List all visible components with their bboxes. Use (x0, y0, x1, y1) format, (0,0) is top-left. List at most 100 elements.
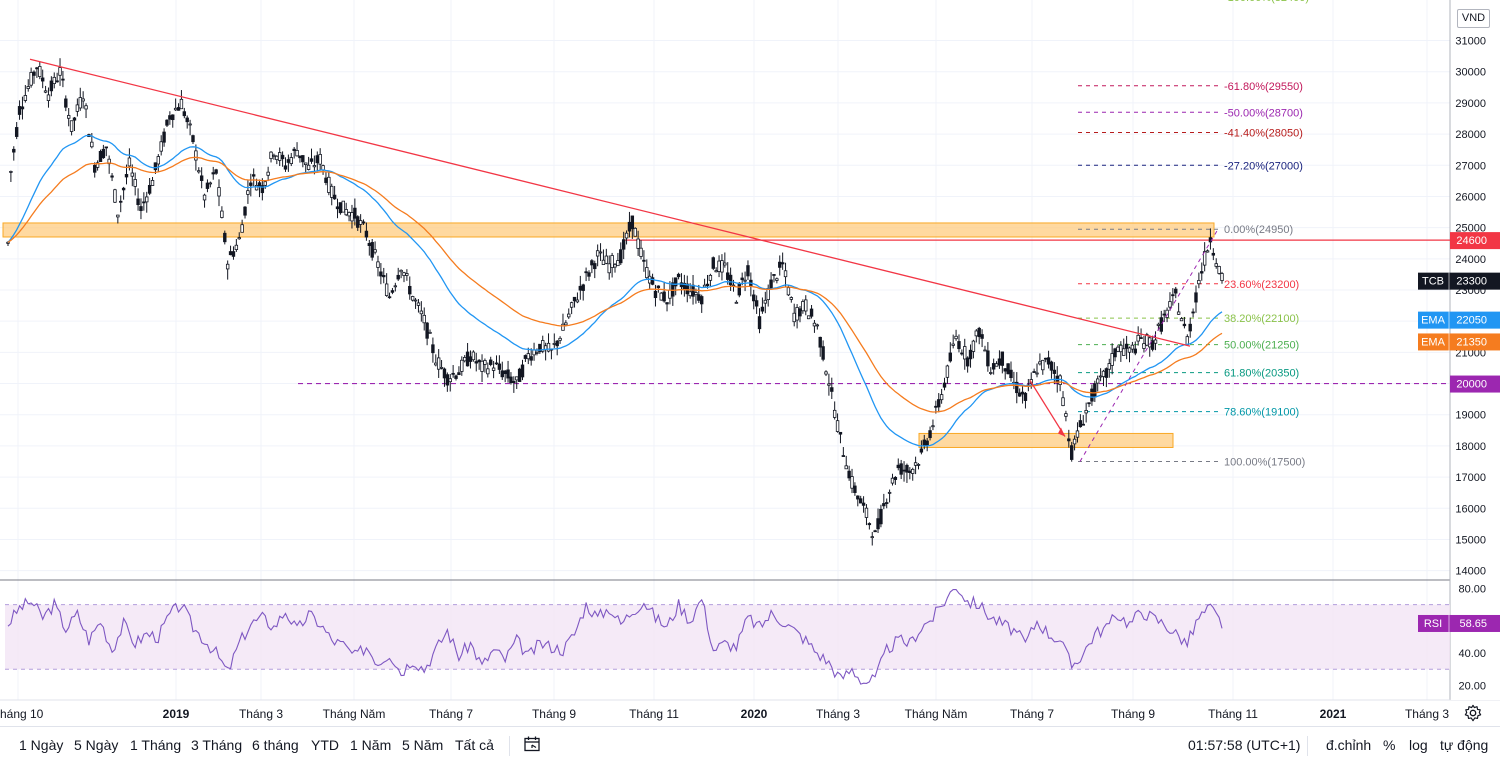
candle-body (1159, 317, 1163, 332)
percent-toggle[interactable]: % (1383, 737, 1396, 753)
price-tick-label: 14000 (1455, 566, 1486, 578)
range-5d[interactable]: 5 Ngày (74, 737, 119, 753)
candle-body (627, 221, 632, 232)
candle-body (61, 78, 65, 81)
candle-body (821, 346, 825, 360)
candle-body (587, 272, 591, 277)
clock[interactable]: 01:57:58 (UTC+1) (1188, 737, 1301, 753)
candle-body (575, 299, 580, 303)
range-6m[interactable]: 6 tháng (252, 737, 299, 753)
candle-body (604, 255, 609, 264)
candle-body (194, 150, 198, 161)
candle-body (913, 462, 918, 466)
line-label-24600-bg (1450, 232, 1500, 250)
candle-body (136, 198, 140, 206)
candle-body (95, 162, 100, 168)
range-5y[interactable]: 5 Năm (402, 737, 444, 753)
candle-body (454, 375, 458, 379)
candle-body (691, 284, 695, 297)
candle-body (1049, 361, 1054, 371)
candle-body (867, 523, 872, 526)
time-tick-label: Tháng 11 (629, 707, 679, 721)
candle-body (327, 176, 331, 193)
candle-body (269, 151, 273, 159)
price-tick-label: 26000 (1455, 191, 1486, 203)
price-tick-label: 15000 (1455, 534, 1486, 546)
price-tick-label: 24000 (1455, 254, 1486, 266)
candle-body (410, 296, 415, 301)
candle-body (506, 369, 510, 379)
candle-body (786, 287, 791, 296)
auto-toggle[interactable]: tự động (1440, 737, 1489, 753)
candle-body (1023, 392, 1028, 401)
time-tick-label: Tháng 9 (1111, 707, 1155, 721)
candle-body (824, 371, 828, 375)
log-toggle[interactable]: log (1409, 737, 1428, 753)
candle-body (798, 308, 802, 317)
rsi-label-bg (1418, 614, 1500, 632)
candle-body (879, 508, 883, 525)
candle-body (249, 182, 253, 186)
candle-body (1133, 348, 1137, 354)
fib-label: -27.20%(27000) (1224, 160, 1303, 172)
candle-body (254, 184, 259, 191)
candle-body (621, 239, 626, 250)
candle-body (75, 104, 80, 112)
range-1m[interactable]: 1 Tháng (130, 737, 182, 753)
candle-body (72, 117, 77, 121)
candle-body (905, 464, 909, 473)
range-all[interactable]: Tất cả (455, 737, 494, 753)
candle-body (390, 290, 395, 293)
range-1y[interactable]: 1 Năm (350, 737, 392, 753)
candle-body (723, 262, 727, 266)
candle-body (347, 212, 351, 217)
candle-body (619, 249, 623, 264)
candle-body (145, 196, 149, 203)
range-1d[interactable]: 1 Ngày (19, 737, 64, 753)
candle-body (402, 272, 406, 276)
ema-line (7, 156, 1223, 413)
candle-body (844, 465, 848, 470)
gear-icon[interactable] (1464, 704, 1482, 722)
candle-body (720, 260, 724, 273)
fib-label: -50.00%(28700) (1224, 107, 1303, 119)
candle-body (26, 86, 30, 89)
candle-body (188, 123, 192, 126)
range-3m[interactable]: 3 Tháng (191, 737, 243, 753)
time-tick-label: Tháng Năm (905, 707, 968, 721)
candle-body (431, 344, 435, 354)
price-axis[interactable]: 1400015000160001700018000190002000021000… (1418, 0, 1500, 700)
candle-body (1171, 294, 1175, 297)
candle-body (532, 349, 536, 356)
price-tick-label: 19000 (1455, 410, 1486, 422)
calendar-range-icon[interactable] (523, 735, 541, 753)
candle-body (78, 97, 82, 109)
candle-body (107, 158, 111, 165)
range-ytd[interactable]: YTD (311, 737, 339, 753)
candle-body (419, 310, 424, 315)
candle-body (572, 296, 577, 302)
line-label-24600-value: 24600 (1456, 235, 1487, 247)
last-price-label-bg (1418, 272, 1500, 290)
bottom-toolbar: 1 Ngày 5 Ngày 1 Tháng 3 Tháng 6 tháng YT… (0, 726, 1500, 765)
candle-body (17, 106, 22, 115)
candle-body (179, 98, 184, 110)
fib-label: 23.60%(23200) (1224, 279, 1299, 291)
candle-body (1032, 371, 1036, 373)
currency-badge[interactable]: VND (1457, 9, 1490, 28)
candle-body (994, 363, 999, 367)
candle-body (885, 502, 889, 504)
candle-body (382, 275, 386, 278)
time-axis[interactable]: Tháng 10 2019 Tháng 3 Tháng Năm Tháng 7 Tháng… (0, 707, 1449, 721)
candle-body (902, 469, 906, 472)
candle-body (266, 171, 270, 176)
candle-body (356, 216, 360, 228)
candle-body (558, 337, 562, 341)
candle-body (1087, 402, 1091, 405)
arrow-head (1058, 427, 1065, 437)
candle-body (422, 314, 426, 324)
candle-body (911, 468, 915, 474)
price-tick-label: 25000 (1455, 223, 1486, 235)
adjust-toggle[interactable]: đ.chỉnh (1326, 737, 1372, 753)
